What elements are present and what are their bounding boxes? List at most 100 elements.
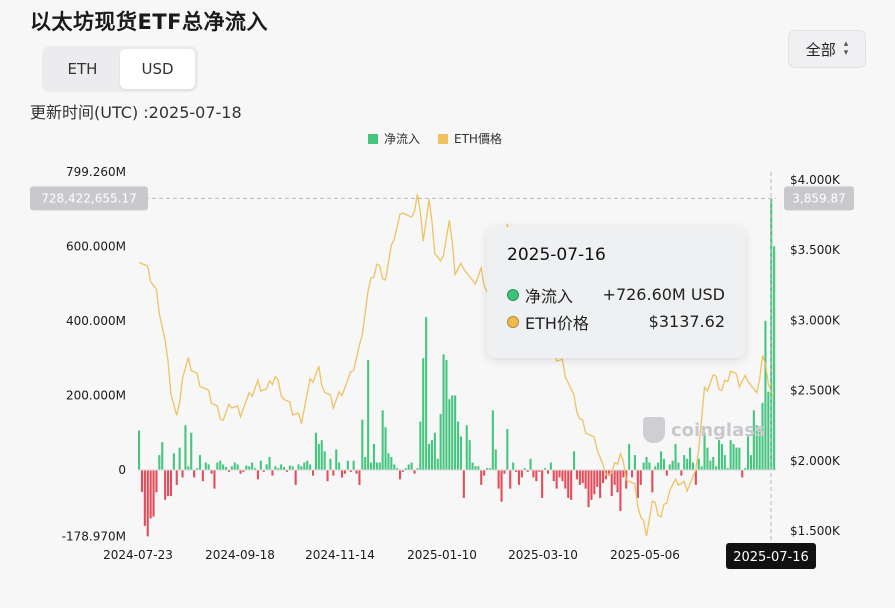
net-flow-bar — [248, 466, 251, 470]
crosshair-right-label-bg — [784, 186, 854, 211]
eth-price-line — [138, 193, 775, 537]
crosshair-left-label: 728,422,655.17 — [41, 191, 136, 205]
toggle-usd-option[interactable]: USD — [120, 49, 195, 89]
net-flow-bar — [410, 462, 413, 470]
net-flow-bar — [709, 460, 712, 470]
range-select-value: 全部 — [805, 40, 836, 59]
net-flow-bar — [691, 462, 694, 470]
net-flow-bar — [213, 470, 216, 489]
net-flow-bar — [375, 462, 378, 470]
net-flow-bar — [665, 470, 668, 476]
net-flow-bar — [436, 458, 439, 470]
net-flow-bar — [683, 455, 686, 470]
net-flow-bar — [674, 443, 677, 470]
crosshair-right-label: 3,859.87 — [792, 191, 845, 205]
net-flow-bar — [602, 470, 605, 484]
net-flow-bar — [503, 470, 506, 474]
net-flow-bar — [552, 470, 555, 482]
net-flow-bar — [517, 470, 520, 485]
net-flow-bar — [512, 462, 515, 470]
axes-group: 799.260M 600.000M 400.000M 200.000M 0 -178.97… — [62, 165, 841, 562]
legend-item-price[interactable]: ETH價格 — [438, 130, 502, 147]
net-flow-bar — [480, 470, 483, 485]
net-flow-bar — [268, 456, 271, 470]
legend-swatch-netflow — [368, 133, 378, 144]
net-flow-bar — [378, 462, 381, 470]
net-flow-bar — [616, 470, 619, 493]
x-axis-tick: 2024-09-18 — [205, 548, 275, 562]
net-flow-bar — [631, 470, 634, 478]
range-select[interactable]: 全部 ▴ ▾ — [788, 30, 866, 68]
net-flow-bar — [187, 466, 190, 470]
tooltip-dot-price — [507, 315, 519, 328]
legend-label-price: ETH價格 — [454, 132, 502, 146]
net-flow-bar — [584, 470, 587, 489]
net-flow-bar — [697, 458, 700, 470]
net-flow-bar — [413, 470, 416, 474]
net-flow-bar — [370, 462, 373, 470]
net-flow-bar — [541, 470, 544, 498]
left-axis-tick: 600.000M — [66, 239, 126, 253]
net-flow-bar — [245, 465, 248, 470]
net-flow-bar — [338, 462, 341, 470]
net-flow-bar — [358, 470, 361, 485]
net-flow-bar — [677, 462, 680, 470]
net-flow-bar — [283, 467, 286, 470]
watermark: coinglass — [643, 417, 766, 443]
net-flow-bar — [471, 462, 474, 470]
right-axis-tick: $3.000K — [790, 313, 841, 327]
net-flow-bar — [164, 470, 167, 500]
right-axis-tick: $2.000K — [790, 454, 841, 468]
price-line-group — [138, 193, 775, 537]
net-flow-bar — [549, 462, 552, 470]
net-flow-bar — [277, 468, 280, 470]
x-axis-tick: 2025-01-10 — [407, 548, 477, 562]
net-flow-bar — [216, 462, 219, 470]
net-flow-bar — [448, 399, 451, 470]
legend-item-netflow[interactable]: 净流入 — [368, 130, 420, 147]
net-flow-bar — [451, 395, 454, 470]
net-flow-bar — [210, 470, 213, 474]
toggle-eth-option[interactable]: ETH — [67, 60, 98, 78]
unit-toggle: ETH USD — [42, 46, 198, 92]
net-flow-bar — [500, 470, 503, 502]
net-flow-bar — [726, 468, 729, 470]
net-flow-bar — [390, 456, 393, 470]
net-flow-bar — [184, 425, 187, 470]
net-flow-bar — [538, 470, 541, 472]
net-flow-bar — [523, 468, 526, 470]
net-flow-bar — [181, 470, 184, 478]
net-flow-bar — [613, 470, 616, 485]
net-flow-bar — [700, 466, 703, 470]
net-flow-bar — [364, 456, 367, 470]
net-flow-bar — [207, 464, 210, 470]
net-flow-bar — [761, 402, 764, 470]
net-flow-bar — [575, 470, 578, 480]
right-axis-tick: $2.500K — [790, 384, 841, 398]
net-flow-bar — [428, 443, 431, 470]
net-flow-bar — [294, 470, 297, 485]
net-flow-bar — [723, 455, 726, 470]
net-flow-bar — [445, 360, 448, 470]
net-flow-bar — [610, 470, 613, 497]
net-flow-bar — [219, 460, 222, 470]
net-flow-bar — [639, 470, 642, 485]
net-flow-bar — [520, 470, 523, 478]
net-flow-bar — [491, 410, 494, 470]
net-flow-bar — [735, 447, 738, 470]
net-flow-bar — [242, 470, 245, 472]
net-flow-bar — [372, 443, 375, 470]
crosshair-x-label-bg — [726, 543, 816, 569]
net-flow-bar — [198, 455, 201, 470]
net-flow-bar — [227, 470, 230, 472]
net-flow-bar — [401, 470, 404, 472]
net-flow-bar — [628, 443, 631, 470]
net-flow-bar — [416, 468, 419, 470]
net-flow-bar — [749, 455, 752, 470]
net-flow-bar — [190, 432, 193, 470]
net-flow-bar — [529, 458, 532, 470]
net-flow-bar — [633, 455, 636, 470]
net-flow-bar — [454, 395, 457, 470]
net-flow-bar — [329, 458, 332, 470]
